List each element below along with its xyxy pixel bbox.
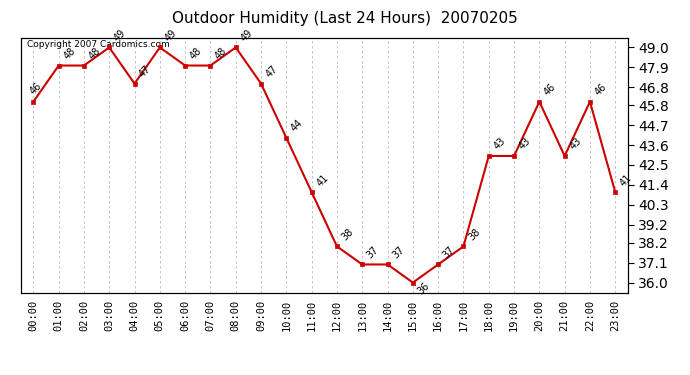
Text: 41: 41 (315, 172, 330, 188)
Text: 48: 48 (87, 46, 102, 62)
Text: 41: 41 (618, 172, 633, 188)
Text: 49: 49 (163, 27, 178, 43)
Text: 47: 47 (137, 64, 153, 80)
Text: 38: 38 (466, 226, 482, 242)
Text: 43: 43 (517, 136, 533, 152)
Text: 38: 38 (339, 226, 355, 242)
Text: 44: 44 (289, 118, 305, 134)
Text: 46: 46 (593, 82, 609, 98)
Text: 43: 43 (567, 136, 583, 152)
Text: 48: 48 (188, 46, 204, 62)
Text: 48: 48 (213, 46, 229, 62)
Text: 46: 46 (28, 80, 43, 96)
Text: 46: 46 (542, 82, 558, 98)
Text: Copyright 2007 Cardomics.com: Copyright 2007 Cardomics.com (27, 40, 170, 49)
Text: 48: 48 (61, 46, 77, 62)
Text: 37: 37 (441, 244, 457, 260)
Text: Outdoor Humidity (Last 24 Hours)  20070205: Outdoor Humidity (Last 24 Hours) 2007020… (172, 11, 518, 26)
Text: 47: 47 (264, 64, 279, 80)
Text: 49: 49 (112, 27, 128, 43)
Text: 36: 36 (415, 281, 431, 297)
Text: 37: 37 (365, 244, 381, 260)
Text: 49: 49 (239, 27, 254, 43)
Text: 37: 37 (391, 244, 406, 260)
Text: 43: 43 (491, 136, 507, 152)
